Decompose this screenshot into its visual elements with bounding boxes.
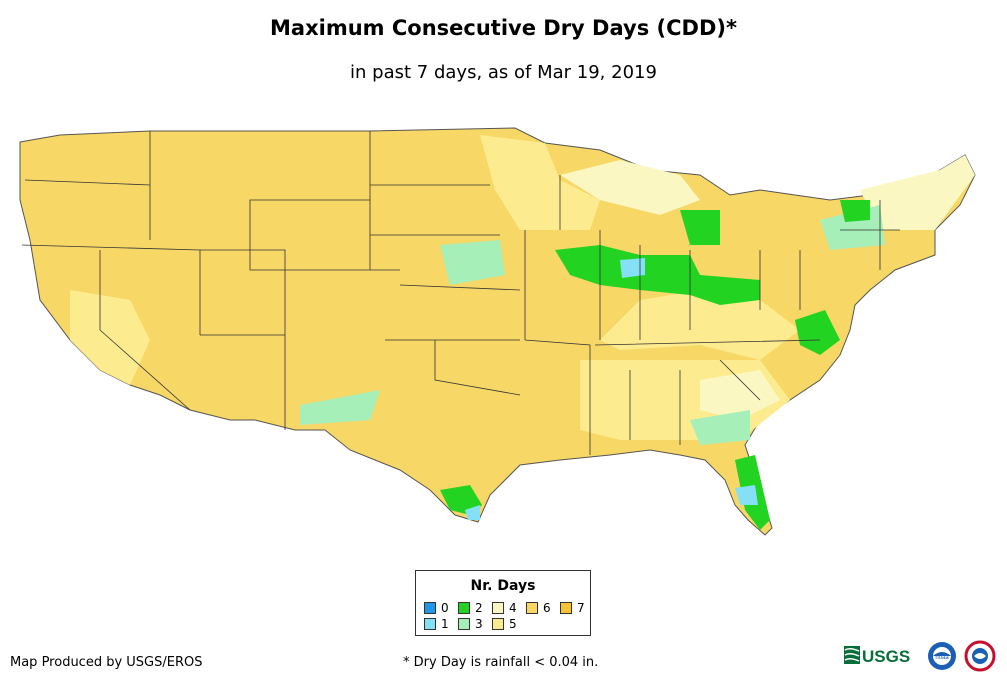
legend-label: 1 <box>441 617 449 631</box>
legend-item-2: 2 <box>458 601 483 615</box>
legend-label: 0 <box>441 601 449 615</box>
map-title: Maximum Consecutive Dry Days (CDD)* <box>270 16 737 40</box>
region-2-days <box>555 245 760 305</box>
region-4-days <box>560 160 700 215</box>
region-2-days <box>440 485 482 515</box>
legend-label: 5 <box>509 617 517 631</box>
region-2-days <box>795 310 840 355</box>
legend-item-1: 1 <box>424 617 449 631</box>
legend-swatch <box>492 602 504 614</box>
region-1-day <box>735 485 758 505</box>
legend-item-3: 3 <box>458 617 483 631</box>
legend-swatch <box>560 602 572 614</box>
region-1-day <box>465 505 480 520</box>
legend-label: 4 <box>509 601 517 615</box>
legend-item-0: 0 <box>424 601 449 615</box>
legend-swatch <box>526 602 538 614</box>
nws-logo <box>964 640 996 672</box>
noaa-logo: noaa <box>928 642 956 670</box>
legend-swatch <box>458 602 470 614</box>
legend-swatch <box>458 618 470 630</box>
region-2-days <box>840 200 870 222</box>
usgs-logo-text: USGS <box>862 647 910 666</box>
legend-title: Nr. Days <box>470 578 536 594</box>
region-5-days <box>860 155 975 230</box>
legend-label: 7 <box>577 601 585 615</box>
legend: Nr. Days 0 1 2 3 4 5 6 7 <box>415 570 591 636</box>
dry-day-note: * Dry Day is rainfall < 0.04 in. <box>403 655 599 670</box>
region-5-days <box>600 290 800 360</box>
agency-logos: USGS noaa <box>842 638 1002 678</box>
noaa-logo-text: noaa <box>935 655 949 661</box>
legend-item-7: 7 <box>560 601 585 615</box>
region-4-days <box>700 370 780 420</box>
producer-credit: Map Produced by USGS/EROS <box>10 655 203 670</box>
legend-swatch <box>424 602 436 614</box>
region-3-days <box>300 390 380 425</box>
legend-label: 3 <box>475 617 483 631</box>
region-2-days <box>680 210 720 245</box>
legend-item-6: 6 <box>526 601 551 615</box>
legend-item-5: 5 <box>492 617 517 631</box>
region-1-day <box>620 258 645 278</box>
region-5-days <box>70 290 150 385</box>
region-3-days <box>440 240 505 285</box>
usgs-logo: USGS <box>844 646 910 666</box>
legend-label: 6 <box>543 601 551 615</box>
map-subtitle: in past 7 days, as of Mar 19, 2019 <box>350 62 657 83</box>
legend-swatch <box>424 618 436 630</box>
legend-item-4: 4 <box>492 601 517 615</box>
region-3-days <box>690 410 750 445</box>
legend-swatch <box>492 618 504 630</box>
state-borders <box>21 131 900 455</box>
region-5-days <box>480 135 600 230</box>
legend-label: 2 <box>475 601 483 615</box>
